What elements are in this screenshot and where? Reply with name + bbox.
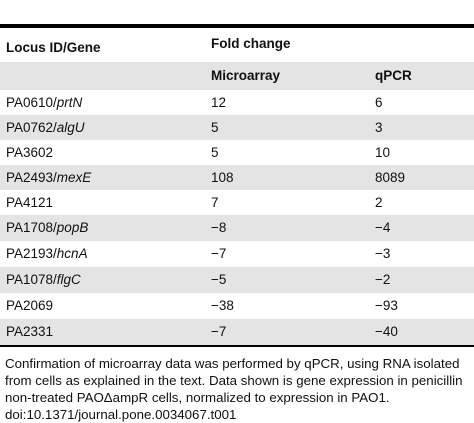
locus-cell: PA0762/algU	[6, 120, 85, 135]
gene-name: flgC	[56, 272, 81, 287]
locus-cell: PA2193/hcnA	[6, 246, 88, 261]
qpcr-cell: 8089	[375, 170, 406, 185]
qpcr-cell: 6	[375, 95, 383, 110]
microarray-cell: −7	[211, 324, 227, 339]
gene-name: mexE	[56, 170, 92, 185]
microarray-cell: −5	[211, 272, 227, 287]
locus-cell: PA1078/flgC	[6, 272, 81, 287]
microarray-cell: −7	[211, 246, 227, 261]
locus-cell: PA4121	[6, 195, 54, 210]
microarray-cell: 108	[211, 170, 234, 185]
locus-cell: PA2069	[6, 298, 54, 313]
microarray-cell: 7	[211, 195, 219, 210]
header-microarray: Microarray	[211, 68, 281, 83]
qpcr-cell: 10	[375, 145, 391, 160]
gene-name: popB	[56, 220, 89, 235]
doi-text: doi:10.1371/journal.pone.0034067.t001	[5, 407, 237, 422]
table-row: PA2493/mexE 108 8089	[0, 165, 474, 190]
locus-cell: PA2331	[6, 324, 54, 339]
qpcr-cell: −93	[375, 298, 398, 313]
microarray-cell: 5	[211, 145, 219, 160]
gene-name: hcnA	[56, 246, 88, 261]
table-row: PA0762/algU 5 3	[0, 115, 474, 140]
header-qpcr: qPCR	[375, 68, 412, 83]
caption-line: Confirmation of microarray data was perf…	[5, 356, 460, 371]
gene-name: algU	[56, 120, 85, 135]
caption-line: from cells as explained in the text. Dat…	[5, 373, 463, 388]
locus-cell: PA3602	[6, 145, 54, 160]
header-fold-change: Fold change	[211, 36, 291, 51]
table-row: PA1078/flgC −5 −2	[0, 267, 474, 293]
table-row: PA4121 7 2	[0, 190, 474, 215]
table-row: PA2193/hcnA −7 −3	[0, 241, 474, 267]
gene-name: prtN	[56, 95, 83, 110]
qpcr-cell: −4	[375, 220, 391, 235]
locus-cell: PA0610/prtN	[6, 95, 83, 110]
header-row-2: Microarray qPCR	[0, 62, 474, 90]
qpcr-cell: −40	[375, 324, 398, 339]
table-row: PA2331 −7 −40	[0, 319, 474, 345]
caption-line: non-treated PAOΔampR cells, normalized t…	[5, 390, 390, 405]
microarray-cell: −38	[211, 298, 234, 313]
header-row-1: Locus ID/Gene Fold change	[0, 28, 474, 62]
qpcr-cell: −2	[375, 272, 391, 287]
qpcr-cell: −3	[375, 246, 391, 261]
table-row: PA0610/prtN 12 6	[0, 90, 474, 115]
header-locus: Locus ID/Gene	[6, 40, 101, 55]
bottom-rule	[0, 345, 474, 347]
microarray-cell: 5	[211, 120, 219, 135]
microarray-cell: −8	[211, 220, 227, 235]
locus-cell: PA1708/popB	[6, 220, 89, 235]
table-row: PA3602 5 10	[0, 140, 474, 165]
table-caption: Confirmation of microarray data was perf…	[5, 355, 473, 423]
qpcr-cell: 2	[375, 195, 383, 210]
qpcr-cell: 3	[375, 120, 383, 135]
microarray-cell: 12	[211, 95, 227, 110]
table-row: PA1708/popB −8 −4	[0, 215, 474, 241]
table-row: PA2069 −38 −93	[0, 293, 474, 319]
top-rule	[0, 24, 474, 28]
locus-cell: PA2493/mexE	[6, 170, 92, 185]
